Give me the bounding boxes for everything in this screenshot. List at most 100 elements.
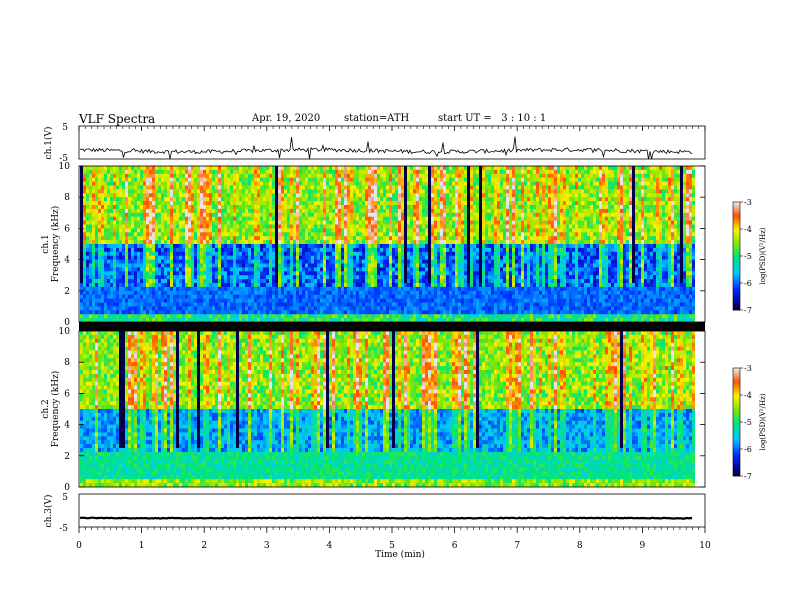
spectrogram-cell <box>86 166 89 171</box>
spectrogram-cell <box>404 208 407 214</box>
spectrogram-cell <box>374 193 377 198</box>
spectrogram-cell <box>254 224 257 229</box>
spectrogram-cell <box>398 185 401 190</box>
spectrogram-cell <box>431 220 434 225</box>
spectrogram-cell <box>275 259 278 264</box>
spectrogram-cell <box>368 193 371 198</box>
spectrogram-cell <box>221 185 224 190</box>
spectrogram-cell <box>422 267 425 272</box>
spectrogram-cell <box>311 275 314 280</box>
spectrogram-cell <box>449 255 452 260</box>
spectrogram-cell <box>254 310 257 315</box>
spectrogram-cell <box>311 267 314 272</box>
spectrogram-cell <box>227 201 230 206</box>
spectrogram-cell <box>149 197 152 202</box>
spectrogram-cell <box>362 294 365 299</box>
spectrogram-cell <box>179 236 182 241</box>
spectrogram-cell <box>224 216 227 221</box>
spectrogram-cell <box>284 306 287 311</box>
spectrogram-cell <box>359 294 362 299</box>
spectrogram-cell <box>119 189 122 194</box>
spectrogram-cell <box>251 302 254 307</box>
spectrogram-cell <box>167 185 170 190</box>
spectrogram-cell <box>191 244 194 249</box>
spectrogram-cell <box>386 189 389 194</box>
spectrogram-cell <box>161 166 164 171</box>
spectrogram-cell <box>416 263 419 268</box>
spectrogram-cell <box>317 298 320 303</box>
spectrogram-cell <box>224 169 227 175</box>
spectrogram-cell <box>302 177 305 182</box>
spectrogram-cell <box>227 310 230 315</box>
spectrogram-cell <box>392 169 395 175</box>
spectrogram-cell <box>407 173 410 178</box>
spectrogram-cell <box>101 232 104 237</box>
spectrogram-cell <box>281 181 284 186</box>
spectrogram-cell <box>158 181 161 186</box>
spectrogram-cell <box>86 228 89 233</box>
spectrogram-cell <box>407 177 410 182</box>
spectrogram-cell <box>332 189 335 194</box>
spectrogram-cell <box>200 193 203 198</box>
spectrogram-cell <box>80 314 83 319</box>
spectrogram-cell <box>293 298 296 303</box>
spectrogram-cell <box>347 271 350 276</box>
spectrogram-cell <box>122 185 125 190</box>
spectrogram-cell <box>446 185 449 190</box>
spectrogram-cell <box>185 314 188 319</box>
spectrogram-cell <box>389 247 392 253</box>
spectrogram-cell <box>401 189 404 194</box>
spectrogram-cell <box>107 271 110 276</box>
spectrogram-cell <box>227 173 230 178</box>
spectrogram-cell <box>359 205 362 210</box>
spectrogram-cell <box>323 220 326 225</box>
spectrogram-cell <box>359 314 362 319</box>
spectrogram-cell <box>272 290 275 295</box>
spectrogram-cell <box>269 240 272 245</box>
spectrogram-cell <box>206 228 209 233</box>
spectrogram-cell <box>176 173 179 178</box>
spectrogram-cell <box>296 283 299 288</box>
spectrogram-cell <box>83 166 86 171</box>
spectrogram-cell <box>443 166 446 171</box>
spectrogram-cell <box>377 240 380 245</box>
spectrogram-cell <box>107 197 110 202</box>
spectrogram-cell <box>164 290 167 295</box>
spectrogram-cell <box>341 283 344 288</box>
spectrogram-cell <box>110 302 113 307</box>
spectrogram-cell <box>269 247 272 253</box>
spectrogram-cell <box>440 228 443 233</box>
spectrogram-cell <box>326 298 329 303</box>
spectrogram-cell <box>242 286 245 292</box>
spectrogram-cell <box>242 177 245 182</box>
spectrogram-cell <box>248 189 251 194</box>
spectrogram-cell <box>431 267 434 272</box>
spectrogram-cell <box>440 244 443 249</box>
spectrogram-cell <box>257 236 260 241</box>
spectrogram-cell <box>248 275 251 280</box>
spectrogram-cell <box>395 201 398 206</box>
spectrogram-cell <box>167 224 170 229</box>
spectrogram-cell <box>302 189 305 194</box>
spectrogram-cell <box>194 216 197 221</box>
spectrogram-cell <box>176 169 179 175</box>
spectrogram-cell <box>122 240 125 245</box>
spectrogram-cell <box>368 232 371 237</box>
spectrogram-cell <box>206 263 209 268</box>
spectrogram-cell <box>275 185 278 190</box>
spectrogram-cell <box>284 267 287 272</box>
spectrogram-cell <box>449 232 452 237</box>
spectrogram-cell <box>125 314 128 319</box>
spectrogram-cell <box>278 201 281 206</box>
spectrogram-cell <box>275 247 278 253</box>
spectrogram-cell <box>176 318 179 323</box>
spectrogram-cell <box>263 189 266 194</box>
spectrogram-cell <box>413 216 416 221</box>
spectrogram-cell <box>275 208 278 214</box>
spectrogram-cell <box>155 275 158 280</box>
spectrogram-cell <box>323 177 326 182</box>
spectrogram-cell <box>362 298 365 303</box>
spectrogram-cell <box>386 255 389 260</box>
spectrogram-cell <box>299 259 302 264</box>
spectrogram-cell <box>296 193 299 198</box>
